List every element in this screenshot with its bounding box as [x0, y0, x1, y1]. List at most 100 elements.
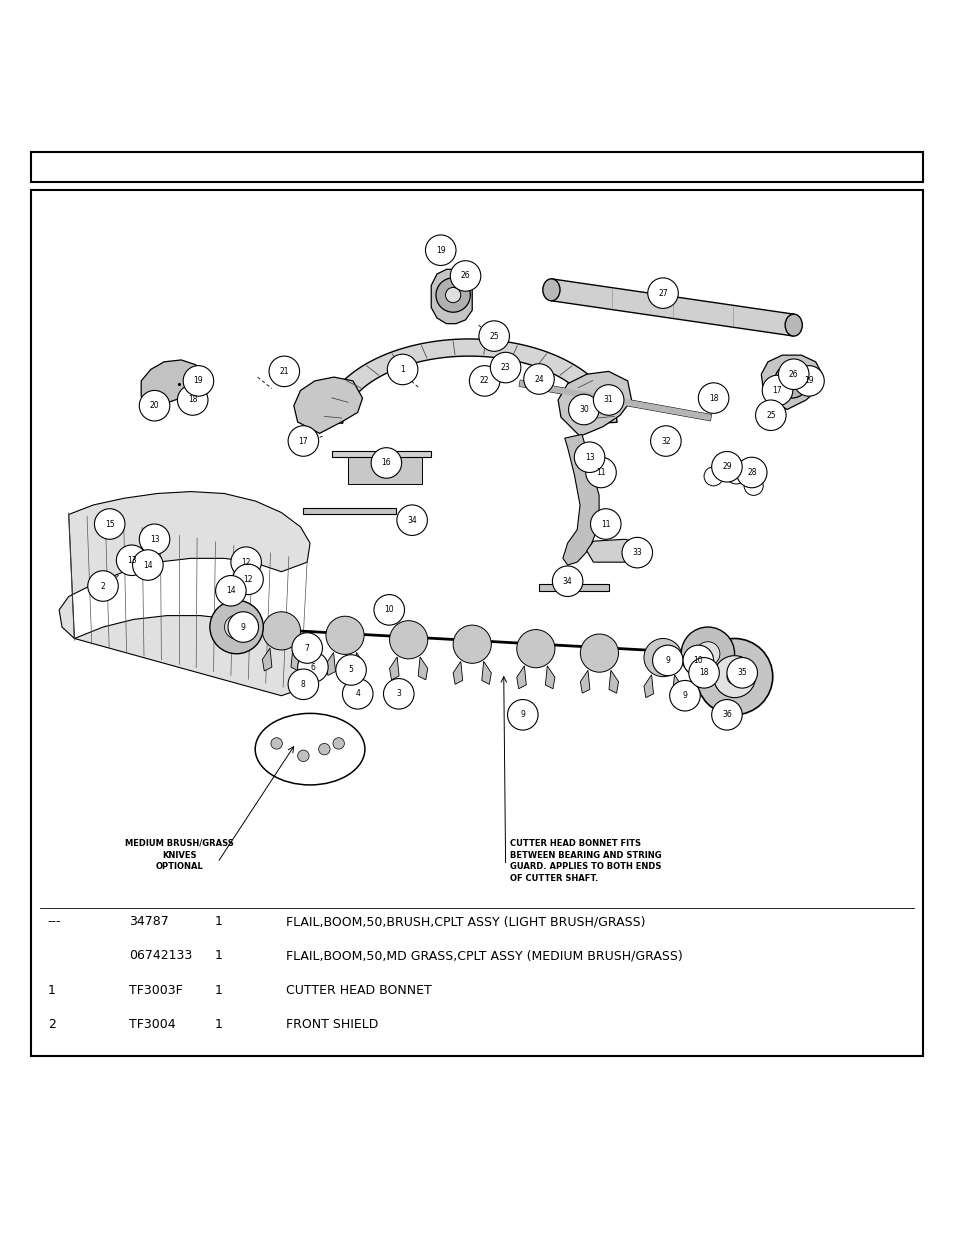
- Text: 31: 31: [603, 395, 613, 405]
- Text: 1: 1: [214, 1018, 222, 1031]
- Circle shape: [568, 394, 598, 425]
- Text: 19: 19: [803, 377, 813, 385]
- Text: 1: 1: [214, 950, 222, 962]
- Circle shape: [736, 457, 766, 488]
- Circle shape: [793, 366, 823, 396]
- Circle shape: [139, 524, 170, 555]
- Circle shape: [695, 642, 720, 666]
- Polygon shape: [453, 662, 462, 684]
- Text: 30: 30: [578, 405, 588, 414]
- Circle shape: [425, 235, 456, 266]
- Circle shape: [696, 638, 772, 715]
- Text: 35: 35: [737, 668, 746, 677]
- Ellipse shape: [542, 279, 559, 301]
- Text: 13: 13: [150, 535, 159, 543]
- Circle shape: [574, 442, 604, 473]
- Circle shape: [436, 278, 470, 312]
- Polygon shape: [586, 540, 648, 562]
- Circle shape: [371, 448, 401, 478]
- Circle shape: [743, 477, 762, 495]
- Text: 9: 9: [664, 656, 670, 664]
- Text: 2: 2: [101, 582, 105, 590]
- Text: TF3003F: TF3003F: [129, 984, 182, 997]
- Polygon shape: [262, 648, 272, 671]
- Circle shape: [262, 611, 300, 650]
- Text: 10: 10: [384, 605, 394, 614]
- Text: 7: 7: [304, 643, 310, 652]
- Circle shape: [713, 656, 755, 698]
- Text: CUTTER HEAD BONNET: CUTTER HEAD BONNET: [286, 984, 432, 997]
- Circle shape: [621, 537, 652, 568]
- Text: 6: 6: [310, 663, 315, 672]
- Text: FRONT SHIELD: FRONT SHIELD: [286, 1018, 378, 1031]
- Text: MEDIUM BRUSH/GRASS
KNIVES
OPTIONAL: MEDIUM BRUSH/GRASS KNIVES OPTIONAL: [125, 839, 233, 872]
- Text: FLAIL,BOOM,50,BRUSH,CPLT ASSY (LIGHT BRUSH/GRASS): FLAIL,BOOM,50,BRUSH,CPLT ASSY (LIGHT BRU…: [286, 915, 645, 929]
- Text: 11: 11: [600, 520, 610, 529]
- Polygon shape: [545, 666, 555, 689]
- Polygon shape: [517, 666, 526, 689]
- Circle shape: [450, 261, 480, 291]
- Text: 16: 16: [381, 458, 391, 468]
- Text: 32: 32: [660, 436, 670, 446]
- Circle shape: [726, 657, 757, 688]
- Text: 1: 1: [48, 984, 55, 997]
- Text: TF3004: TF3004: [129, 1018, 175, 1031]
- Text: 14: 14: [143, 561, 152, 569]
- Text: 15: 15: [105, 520, 114, 529]
- Polygon shape: [355, 652, 364, 676]
- Circle shape: [711, 452, 741, 482]
- Circle shape: [783, 373, 799, 389]
- Polygon shape: [326, 652, 335, 676]
- Polygon shape: [672, 674, 681, 698]
- Polygon shape: [59, 492, 310, 695]
- Circle shape: [698, 383, 728, 414]
- Circle shape: [680, 627, 734, 680]
- Circle shape: [228, 611, 258, 642]
- Text: 22: 22: [479, 377, 489, 385]
- Circle shape: [761, 375, 792, 406]
- Text: 9: 9: [240, 622, 246, 631]
- Polygon shape: [608, 671, 618, 693]
- Circle shape: [755, 400, 785, 431]
- Polygon shape: [417, 657, 427, 679]
- Text: 1: 1: [214, 984, 222, 997]
- Polygon shape: [643, 674, 653, 698]
- Text: 18: 18: [699, 668, 708, 677]
- Circle shape: [231, 547, 261, 578]
- Circle shape: [490, 352, 520, 383]
- Text: 26: 26: [788, 369, 798, 379]
- Polygon shape: [538, 584, 608, 590]
- Circle shape: [552, 566, 582, 597]
- Text: 27: 27: [658, 289, 667, 298]
- Circle shape: [215, 576, 246, 606]
- Text: 34: 34: [407, 516, 416, 525]
- Polygon shape: [332, 451, 431, 457]
- Text: 26: 26: [460, 272, 470, 280]
- Polygon shape: [558, 372, 631, 436]
- Text: ---: ---: [48, 915, 61, 929]
- Text: 17: 17: [298, 436, 308, 446]
- Text: 9: 9: [519, 710, 525, 719]
- Polygon shape: [562, 435, 598, 566]
- Circle shape: [517, 630, 555, 668]
- Circle shape: [396, 505, 427, 536]
- Circle shape: [703, 467, 722, 485]
- Circle shape: [333, 737, 344, 750]
- Circle shape: [585, 457, 616, 488]
- Circle shape: [297, 750, 309, 762]
- Text: 13: 13: [584, 453, 594, 462]
- Ellipse shape: [784, 314, 801, 336]
- Text: 19: 19: [193, 377, 203, 385]
- Text: 34787: 34787: [129, 915, 169, 929]
- Text: 34: 34: [562, 577, 572, 585]
- Polygon shape: [551, 279, 793, 336]
- Text: 19: 19: [436, 246, 445, 254]
- Text: 10: 10: [693, 656, 702, 664]
- Circle shape: [593, 385, 623, 415]
- Text: 13: 13: [127, 556, 136, 564]
- Text: 3: 3: [395, 689, 401, 698]
- Circle shape: [233, 564, 263, 594]
- Polygon shape: [389, 657, 398, 679]
- Polygon shape: [291, 648, 300, 671]
- Text: 25: 25: [765, 411, 775, 420]
